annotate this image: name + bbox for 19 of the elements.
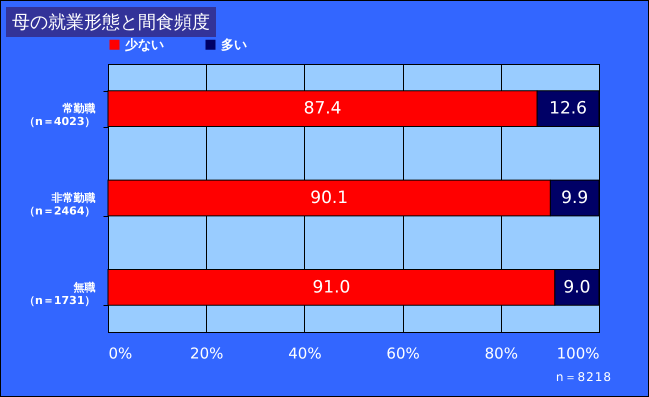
- x-tick-label: 20%: [190, 344, 224, 362]
- legend-label: 少ない: [124, 38, 164, 53]
- legend-label: 多い: [221, 38, 247, 53]
- x-tick-label: 100%: [556, 344, 600, 362]
- chart-title: 母の就業形態と間食頻度: [6, 7, 216, 37]
- data-label: 9.9: [561, 188, 588, 208]
- x-tick-label: 80%: [484, 344, 518, 362]
- y-tick-label: 無職（n＝1731）: [24, 280, 96, 307]
- y-tick-label: 常勤職（n＝4023）: [24, 102, 96, 128]
- x-tick-label: 0%: [108, 344, 132, 362]
- data-label: 12.6: [549, 98, 587, 119]
- data-label: 9.0: [563, 277, 590, 298]
- data-label: 90.1: [310, 188, 348, 208]
- y-tick-label: 非常勤職（n＝2464）: [24, 192, 96, 218]
- x-tick-label: 60%: [386, 344, 420, 362]
- data-label: 87.4: [304, 98, 342, 119]
- text: n＝8218: [556, 369, 612, 386]
- data-label: 91.0: [312, 277, 350, 298]
- x-tick-label: 40%: [288, 344, 322, 362]
